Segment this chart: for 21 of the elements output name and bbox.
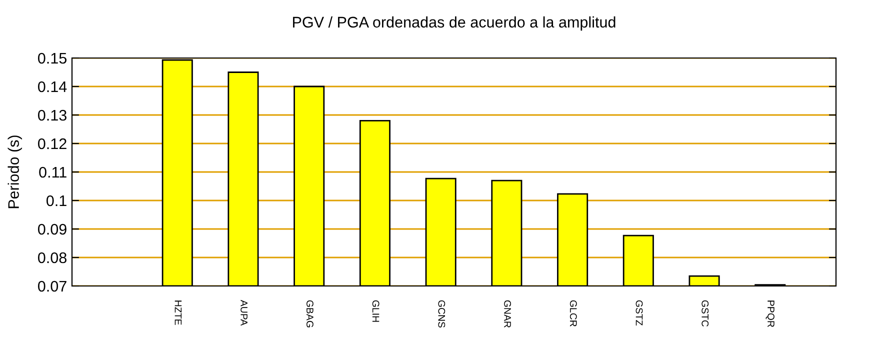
x-tick-label: AUPA [240, 300, 248, 326]
x-tick-label: GCNS [438, 300, 446, 328]
y-tick-label: 0.14 [38, 81, 67, 92]
x-tick-label: GBAG [306, 300, 314, 328]
x-tick-label: GLCR [570, 300, 577, 326]
y-tick-label: 0.15 [38, 52, 66, 64]
chart-title: PGV / PGA ordenadas de acuerdo a la amplitud [293, 16, 616, 31]
y-tick-label: 0.09 [38, 224, 66, 235]
y-tick-label: 0.1 [46, 195, 66, 206]
x-tick-label: HZTE [174, 300, 182, 325]
x-tick-label: GSTZ [636, 300, 643, 326]
y-tick-label: 0.13 [38, 110, 66, 121]
y-tick-label: 0.08 [38, 252, 66, 264]
y-tick-label: 0.07 [38, 280, 66, 292]
y-axis-title: Periodo (s) [8, 136, 22, 208]
y-tick-label: 0.11 [39, 166, 66, 178]
x-tick-label: PPQR [766, 300, 774, 327]
x-tick-label: GSTC [702, 300, 709, 327]
y-tick-label: 0.12 [38, 138, 66, 150]
x-tick-label: GLIH [372, 300, 380, 322]
x-tick-label: GNAR [504, 300, 511, 328]
